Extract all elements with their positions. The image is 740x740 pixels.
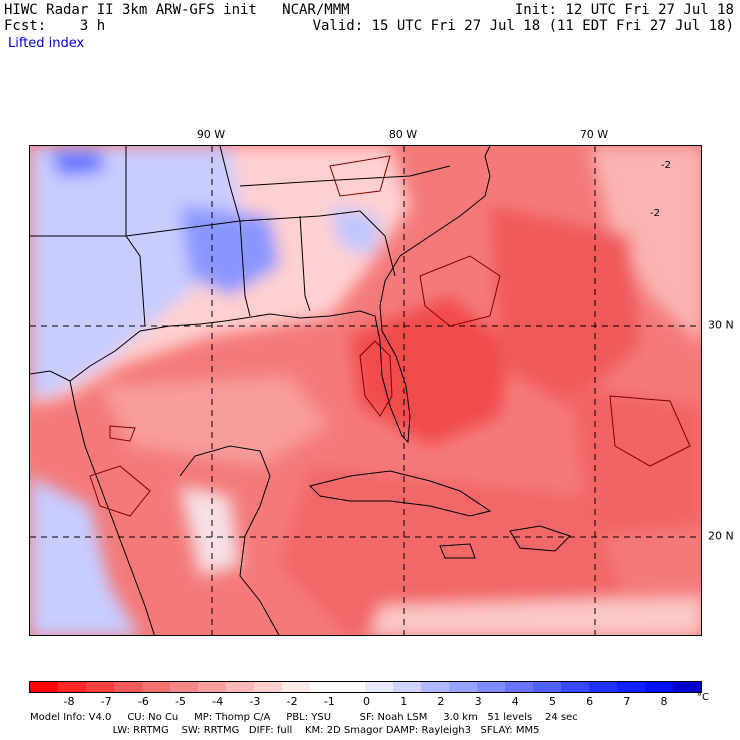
colorbar-swatch: [393, 682, 422, 692]
field-weak-neg-ne: [590, 146, 701, 345]
colorbar-tick-label: 0: [363, 695, 370, 708]
lat-label-20n: 20 N: [708, 529, 734, 543]
colorbar-swatch: [644, 682, 673, 692]
contour-label-2: -2: [650, 208, 660, 219]
contour-label-1: -2: [661, 160, 671, 171]
colorbar-tick-label: 8: [660, 695, 668, 708]
field-gulf-band: [100, 376, 330, 466]
field-weak-yucatan: [180, 486, 240, 576]
model-info-line2: LW: RRTMG SW: RRTMG DIFF: full KM: 2D Sm…: [30, 725, 540, 736]
colorbar-swatch: [225, 682, 254, 692]
colorbar: [29, 681, 702, 693]
colorbar-tick-label: 6: [586, 695, 594, 708]
us-coastline: [30, 146, 491, 444]
model-title: HIWC Radar II 3km ARW-GFS init NCAR/MMM: [4, 2, 350, 18]
field-pos-nw-core: [50, 151, 105, 176]
map-canvas: -2 -2: [30, 146, 701, 635]
colorbar-swatch: [309, 682, 338, 692]
init-time: Init: 12 UTC Fri 27 Jul 18: [514, 2, 734, 18]
cuba-outline: [309, 470, 492, 517]
colorbar-swatch: [253, 682, 282, 692]
state-border-3: [30, 210, 361, 237]
mexico-coastline: [69, 380, 155, 635]
lon-label-80w: 80 W: [388, 128, 418, 141]
colorbar-swatch: [477, 682, 506, 692]
state-border-5: [359, 210, 396, 277]
hispaniola-outline: [509, 525, 571, 552]
colorbar-swatch: [57, 682, 86, 692]
colorbar-swatch: [85, 682, 114, 692]
field-name: Lifted index: [8, 36, 85, 51]
colorbar-swatch: [505, 682, 534, 692]
field-strong-neg-core: [350, 296, 510, 446]
colorbar-tick-label: 4: [511, 695, 519, 708]
colorbar-tick-label: -4: [212, 695, 224, 708]
contour-north: [329, 155, 391, 197]
contour-atlantic-1: [419, 255, 501, 327]
colorbar-tick-label: -5: [175, 695, 187, 708]
colorbar-swatch: [281, 682, 310, 692]
contour-florida: [359, 340, 393, 417]
colorbar-tick-label: 1: [400, 695, 408, 708]
colorbar-swatch: [113, 682, 142, 692]
colorbar-tick-label: -2: [286, 695, 298, 708]
field-neg-caribbean: [280, 466, 630, 635]
contour-gulf-small: [109, 425, 136, 442]
colorbar-unit: °C: [697, 692, 709, 703]
colorbar-tick-label: -6: [137, 695, 149, 708]
colorbar-tick-label: -8: [63, 695, 75, 708]
colorbar-tick-label: -7: [100, 695, 112, 708]
lifted-index-map: -2 -2: [29, 145, 702, 636]
contour-gulf-west: [89, 465, 151, 517]
colorbar-swatch: [197, 682, 226, 692]
colorbar-swatch: [337, 682, 366, 692]
colorbar-swatch: [449, 682, 478, 692]
colorbar-swatch: [169, 682, 198, 692]
lon-label-70w: 70 W: [579, 128, 609, 141]
colorbar-tick-label: 3: [474, 695, 482, 708]
colorbar-swatch: [561, 682, 590, 692]
colorbar-swatch: [672, 682, 701, 692]
field-pos-mexico: [30, 476, 139, 635]
colorbar-tick-label: -1: [323, 695, 335, 708]
colorbar-swatch: [617, 682, 645, 692]
colorbar-swatch: [589, 682, 618, 692]
colorbar-swatch: [365, 682, 394, 692]
lat-label-30n: 30 N: [708, 318, 734, 332]
colorbar-swatch: [421, 682, 450, 692]
state-border-1: [125, 146, 146, 327]
field-neg-atlantic: [490, 206, 640, 406]
state-border-4: [299, 215, 311, 312]
state-border-6: [239, 165, 451, 187]
yucatan-coastline: [179, 445, 280, 635]
colorbar-tick-label: -3: [249, 695, 261, 708]
valid-time: Valid: 15 UTC Fri 27 Jul 18 (11 EDT Fri …: [312, 18, 734, 34]
colorbar-tick-label: 2: [437, 695, 445, 708]
colorbar-tick-label: 7: [623, 695, 631, 708]
jamaica-outline: [439, 543, 476, 559]
model-info-line1: Model Info: V4.0 CU: No Cu MP: Thomp C/A…: [30, 712, 578, 723]
contour-east: [609, 395, 691, 467]
forecast-hour: Fcst: 3 h: [4, 18, 106, 34]
lon-label-90w: 90 W: [196, 128, 226, 141]
field-pos-mississippi: [180, 206, 280, 296]
colorbar-swatch: [141, 682, 170, 692]
colorbar-tick-label: 5: [548, 695, 556, 708]
field-weak-neg-south: [370, 596, 701, 635]
field-neg-se: [570, 386, 701, 536]
colorbar-swatch: [30, 682, 58, 692]
colorbar-swatch: [533, 682, 562, 692]
